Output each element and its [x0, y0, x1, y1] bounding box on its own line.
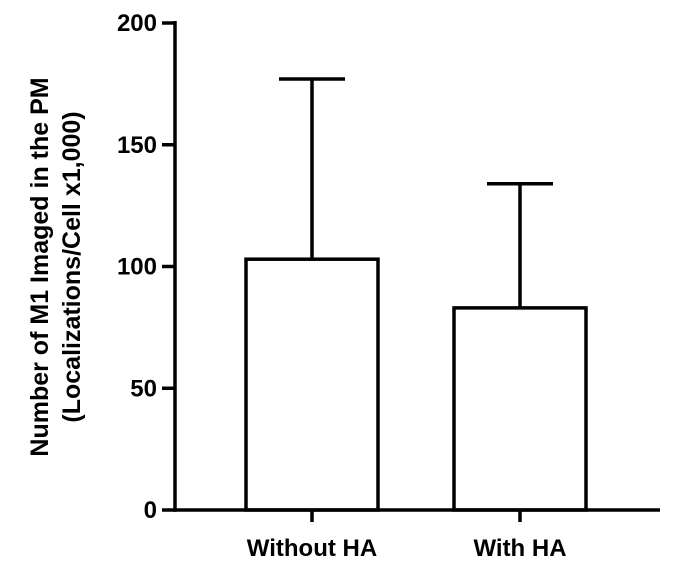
y-axis-label: Number of M1 Imaged in the PM (Localizat… [26, 77, 86, 456]
bar-without-ha [244, 257, 380, 512]
x-tick-label-without-ha: Without HA [247, 535, 377, 562]
y-tick-label-150: 150 [117, 132, 157, 159]
bars-group [244, 257, 588, 512]
y-tick-label-100: 100 [117, 254, 157, 281]
x-ticks-group: Without HA With HA [247, 510, 567, 562]
y-ticks-group: 0 50 100 150 200 [117, 10, 175, 524]
error-bars-group [279, 77, 553, 308]
y-tick-label-0: 0 [144, 497, 157, 524]
y-tick-label-200: 200 [117, 10, 157, 37]
y-tick-label-50: 50 [130, 375, 157, 402]
bar-with-ha [452, 306, 588, 512]
x-tick-label-with-ha: With HA [473, 535, 566, 562]
y-axis-label-line1: Number of M1 Imaged in the PM [26, 77, 54, 456]
y-axis-label-line2: (Localizations/Cell x1,000) [58, 111, 86, 422]
